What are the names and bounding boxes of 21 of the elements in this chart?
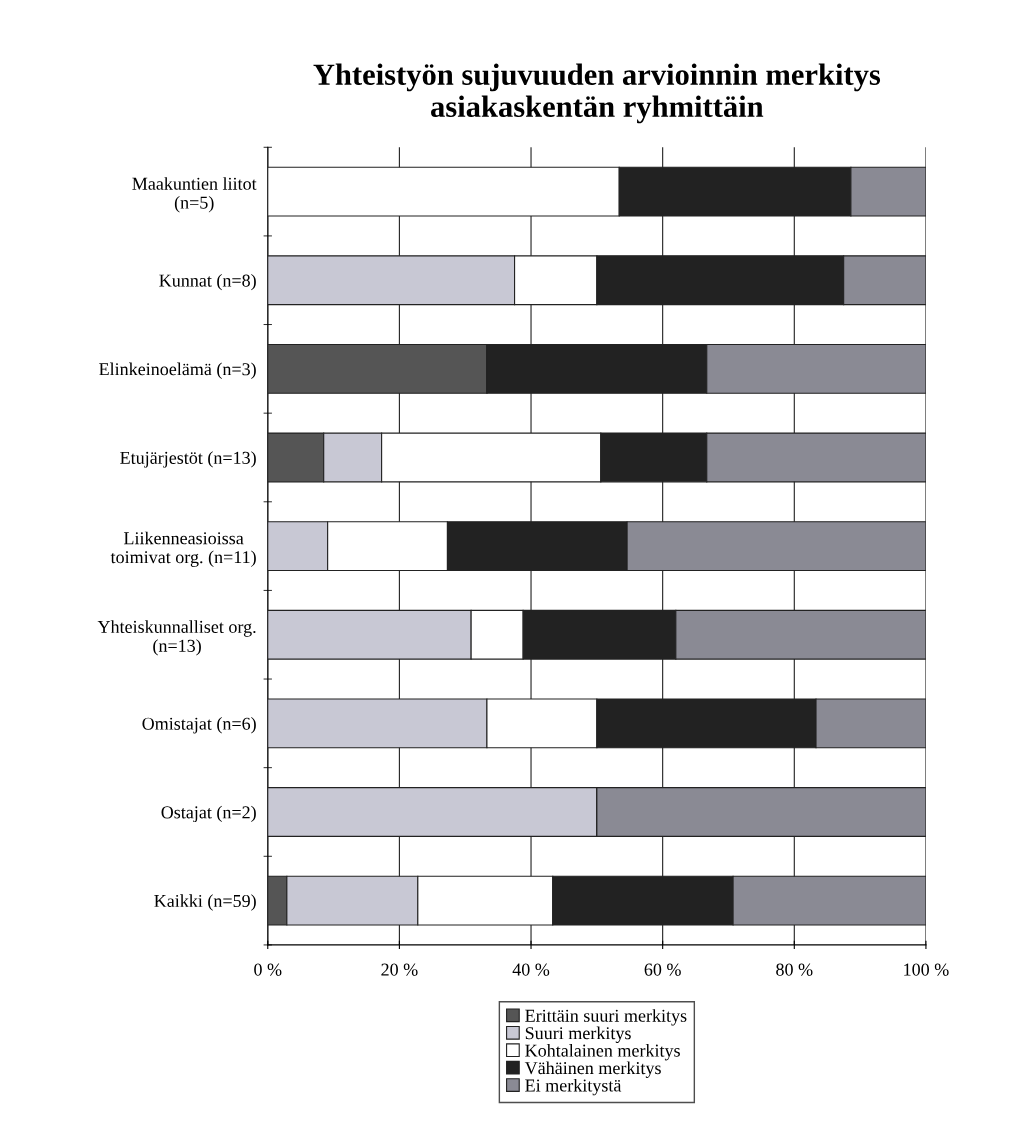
legend-label: Ei merkitystä bbox=[525, 1078, 622, 1096]
y-tick-label: Yhteiskunnalliset org. (n=13) bbox=[97, 620, 256, 656]
y-tick-label: Omistajat (n=6) bbox=[142, 717, 256, 734]
x-tick-label: 40 % bbox=[512, 963, 550, 976]
y-tick-label: Kunnat (n=8) bbox=[159, 273, 256, 291]
y-tick-label: Ostajat (n=2) bbox=[161, 805, 256, 823]
x-tick-label: 20 % bbox=[381, 963, 418, 976]
x-tick-label: 60 % bbox=[644, 963, 681, 976]
y-tick-label: Kaikki (n=59) bbox=[154, 894, 256, 911]
legend-label: Vähäinen merkitys bbox=[524, 1061, 661, 1078]
legend-label: Kohtalainen merkitys bbox=[525, 1044, 680, 1061]
x-tick-label: 100 % bbox=[904, 963, 949, 976]
y-tick-label: Elinkeinoelämä (n=3) bbox=[99, 362, 256, 379]
y-tick-label: Etujärjestöt (n=13) bbox=[120, 451, 256, 468]
x-tick-label: 80 % bbox=[776, 963, 813, 976]
legend-label: Erittäin suuri merkitys bbox=[525, 1009, 687, 1026]
y-tick-label: Liikenneasioissa toimivat org. (n=11) bbox=[110, 531, 256, 567]
y-tick-label: Maakuntien liitot (n=5) bbox=[132, 177, 257, 213]
chart-title: Yhteistyön sujuvuuden arvioinnin merkitys asiakaskentän ryhmittäin bbox=[313, 63, 881, 124]
legend-label: Suuri merkitys bbox=[525, 1026, 631, 1043]
x-tick-label: 0 % bbox=[254, 963, 282, 976]
